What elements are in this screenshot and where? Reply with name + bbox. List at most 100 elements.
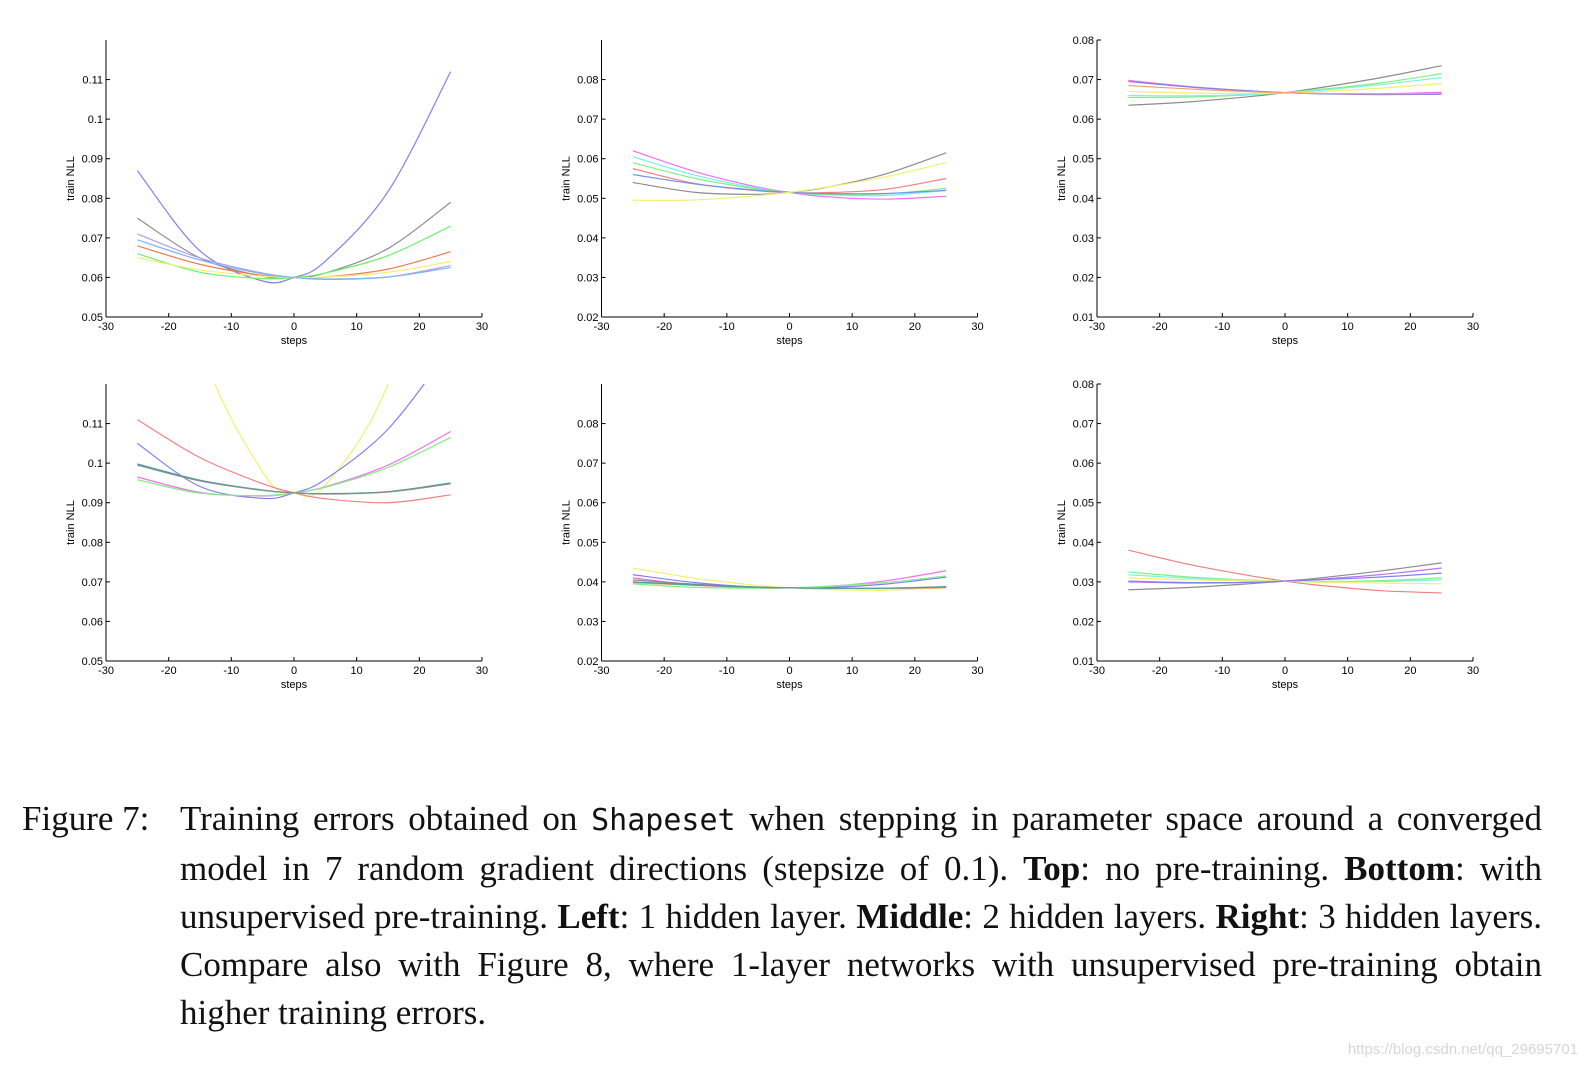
x-axis-label: steps	[1272, 335, 1299, 347]
curve	[137, 233, 451, 281]
y-axis-label: train NLL	[65, 156, 77, 201]
caption-bold: Bottom	[1344, 849, 1455, 888]
x-tick-label: -10	[1214, 321, 1230, 333]
x-tick-label: 10	[846, 665, 858, 677]
y-tick-label: 0.07	[82, 577, 103, 589]
x-tick-label: -20	[1152, 321, 1168, 333]
curve	[137, 245, 451, 279]
curve	[137, 436, 451, 497]
x-tick-label: 10	[351, 665, 363, 677]
x-axis-label: steps	[281, 335, 308, 347]
x-axis-label: steps	[1272, 679, 1299, 691]
x-tick-label: 10	[1342, 321, 1354, 333]
y-axis-label: train NLL	[561, 156, 573, 201]
x-tick-label: -30	[594, 665, 610, 677]
x-tick-label: 10	[1342, 665, 1354, 677]
x-tick-label: -10	[719, 665, 735, 677]
y-tick-label: 0.05	[82, 656, 103, 668]
y-axis-label: train NLL	[561, 500, 573, 545]
y-tick-label: 0.07	[1073, 419, 1094, 431]
panel: 0.05 0.06 0.07 0.08 0.09 0.1 0.11 -30 -20 -10 0 10 2…	[65, 384, 488, 691]
y-axis-label: train NLL	[65, 500, 77, 545]
x-tick-label: -10	[719, 321, 735, 333]
y-axis-label: train NLL	[1056, 156, 1068, 201]
y-tick-label: 0.05	[1073, 154, 1094, 166]
x-tick-label: 30	[476, 665, 488, 677]
caption-body: Training errors obtained on Shapeset whe…	[180, 795, 1542, 1037]
y-tick-label: 0.09	[82, 154, 103, 166]
panel: 0.01 0.02 0.03 0.04 0.05 0.06 0.07 0.08 -30 -20 -1…	[1056, 379, 1479, 691]
y-tick-label: 0.03	[577, 616, 598, 628]
x-tick-label: -30	[594, 321, 610, 333]
x-tick-label: 30	[971, 321, 983, 333]
curve	[632, 162, 947, 201]
y-tick-label: 0.04	[577, 577, 598, 589]
caption-text: : with unsupervised pre-training.	[180, 849, 1542, 936]
caption-text: Training errors obtained on	[180, 799, 592, 838]
y-tick-label: 0.05	[82, 312, 103, 324]
x-tick-label: -30	[1089, 665, 1105, 677]
y-axis-label: train NLL	[1056, 500, 1068, 545]
caption-text: : 1 hidden layer.	[619, 897, 857, 936]
watermark: https://blog.csdn.net/qq_29695701	[1347, 1041, 1578, 1058]
y-tick-label: 0.07	[577, 114, 598, 126]
caption-text: : 3 hidden layers. Compare also with Fig…	[180, 897, 1542, 1032]
y-tick-label: 0.08	[577, 75, 598, 87]
x-axis-label: steps	[281, 679, 308, 691]
x-tick-label: 20	[909, 321, 921, 333]
y-tick-label: 0.08	[82, 193, 103, 205]
curve	[214, 384, 389, 498]
x-tick-label: -10	[1214, 665, 1230, 677]
y-tick-label: 0.03	[577, 272, 598, 284]
caption-text: : no pre-training.	[1080, 849, 1345, 888]
y-tick-label: 0.08	[1073, 379, 1094, 391]
y-tick-label: 0.06	[577, 154, 598, 166]
x-tick-label: -30	[98, 321, 114, 333]
y-tick-label: 0.09	[82, 498, 103, 510]
x-tick-label: -10	[223, 321, 239, 333]
x-tick-label: 20	[413, 665, 425, 677]
curve	[632, 168, 947, 194]
panel: 0.01 0.02 0.03 0.04 0.05 0.06 0.07 0.08 -30 -20 -1…	[1056, 35, 1479, 347]
x-tick-label: 30	[971, 665, 983, 677]
panel: 0.05 0.06 0.07 0.08 0.09 0.1 0.11 -30 -20 -10 0 10 2…	[65, 40, 488, 347]
x-tick-label: 30	[476, 321, 488, 333]
y-tick-label: 0.1	[88, 458, 103, 470]
y-tick-label: 0.06	[1073, 114, 1094, 126]
x-tick-label: 0	[786, 665, 792, 677]
caption-text: : 2 hidden layers.	[963, 897, 1216, 936]
caption-bold: Right	[1215, 897, 1300, 936]
x-tick-label: -20	[656, 321, 672, 333]
x-tick-label: -10	[223, 665, 239, 677]
y-tick-label: 0.07	[82, 233, 103, 245]
y-tick-label: 0.05	[577, 537, 598, 549]
y-tick-label: 0.06	[82, 616, 103, 628]
caption-bold: Top	[1023, 849, 1081, 888]
curve	[1128, 572, 1442, 584]
y-tick-label: 0.05	[577, 193, 598, 205]
x-tick-label: -20	[161, 665, 177, 677]
x-tick-label: 0	[291, 321, 297, 333]
y-tick-label: 0.08	[577, 419, 598, 431]
x-tick-label: 30	[1467, 321, 1479, 333]
y-tick-label: 0.1	[88, 114, 103, 126]
y-tick-label: 0.01	[1073, 312, 1094, 324]
caption: Figure 7: Training errors obtained on Sh…	[22, 795, 1542, 1037]
panel: 0.02 0.03 0.04 0.05 0.06 0.07 0.08 -30 -20 -10 0 10…	[561, 384, 984, 691]
y-tick-label: 0.04	[577, 233, 598, 245]
x-tick-label: 0	[1282, 321, 1288, 333]
y-tick-label: 0.07	[577, 458, 598, 470]
y-tick-label: 0.08	[82, 537, 103, 549]
x-tick-label: -20	[161, 321, 177, 333]
y-tick-label: 0.11	[82, 75, 103, 87]
curve	[137, 239, 451, 280]
y-tick-label: 0.04	[1073, 193, 1094, 205]
curve	[632, 581, 947, 589]
caption-bold: Middle	[856, 897, 964, 936]
x-tick-label: -20	[656, 665, 672, 677]
x-tick-label: 30	[1467, 665, 1479, 677]
curve	[137, 430, 451, 497]
y-tick-label: 0.11	[82, 419, 103, 431]
panel: 0.02 0.03 0.04 0.05 0.06 0.07 0.08 -30 -20 -10 0 10…	[561, 40, 984, 347]
x-tick-label: 20	[1404, 665, 1416, 677]
